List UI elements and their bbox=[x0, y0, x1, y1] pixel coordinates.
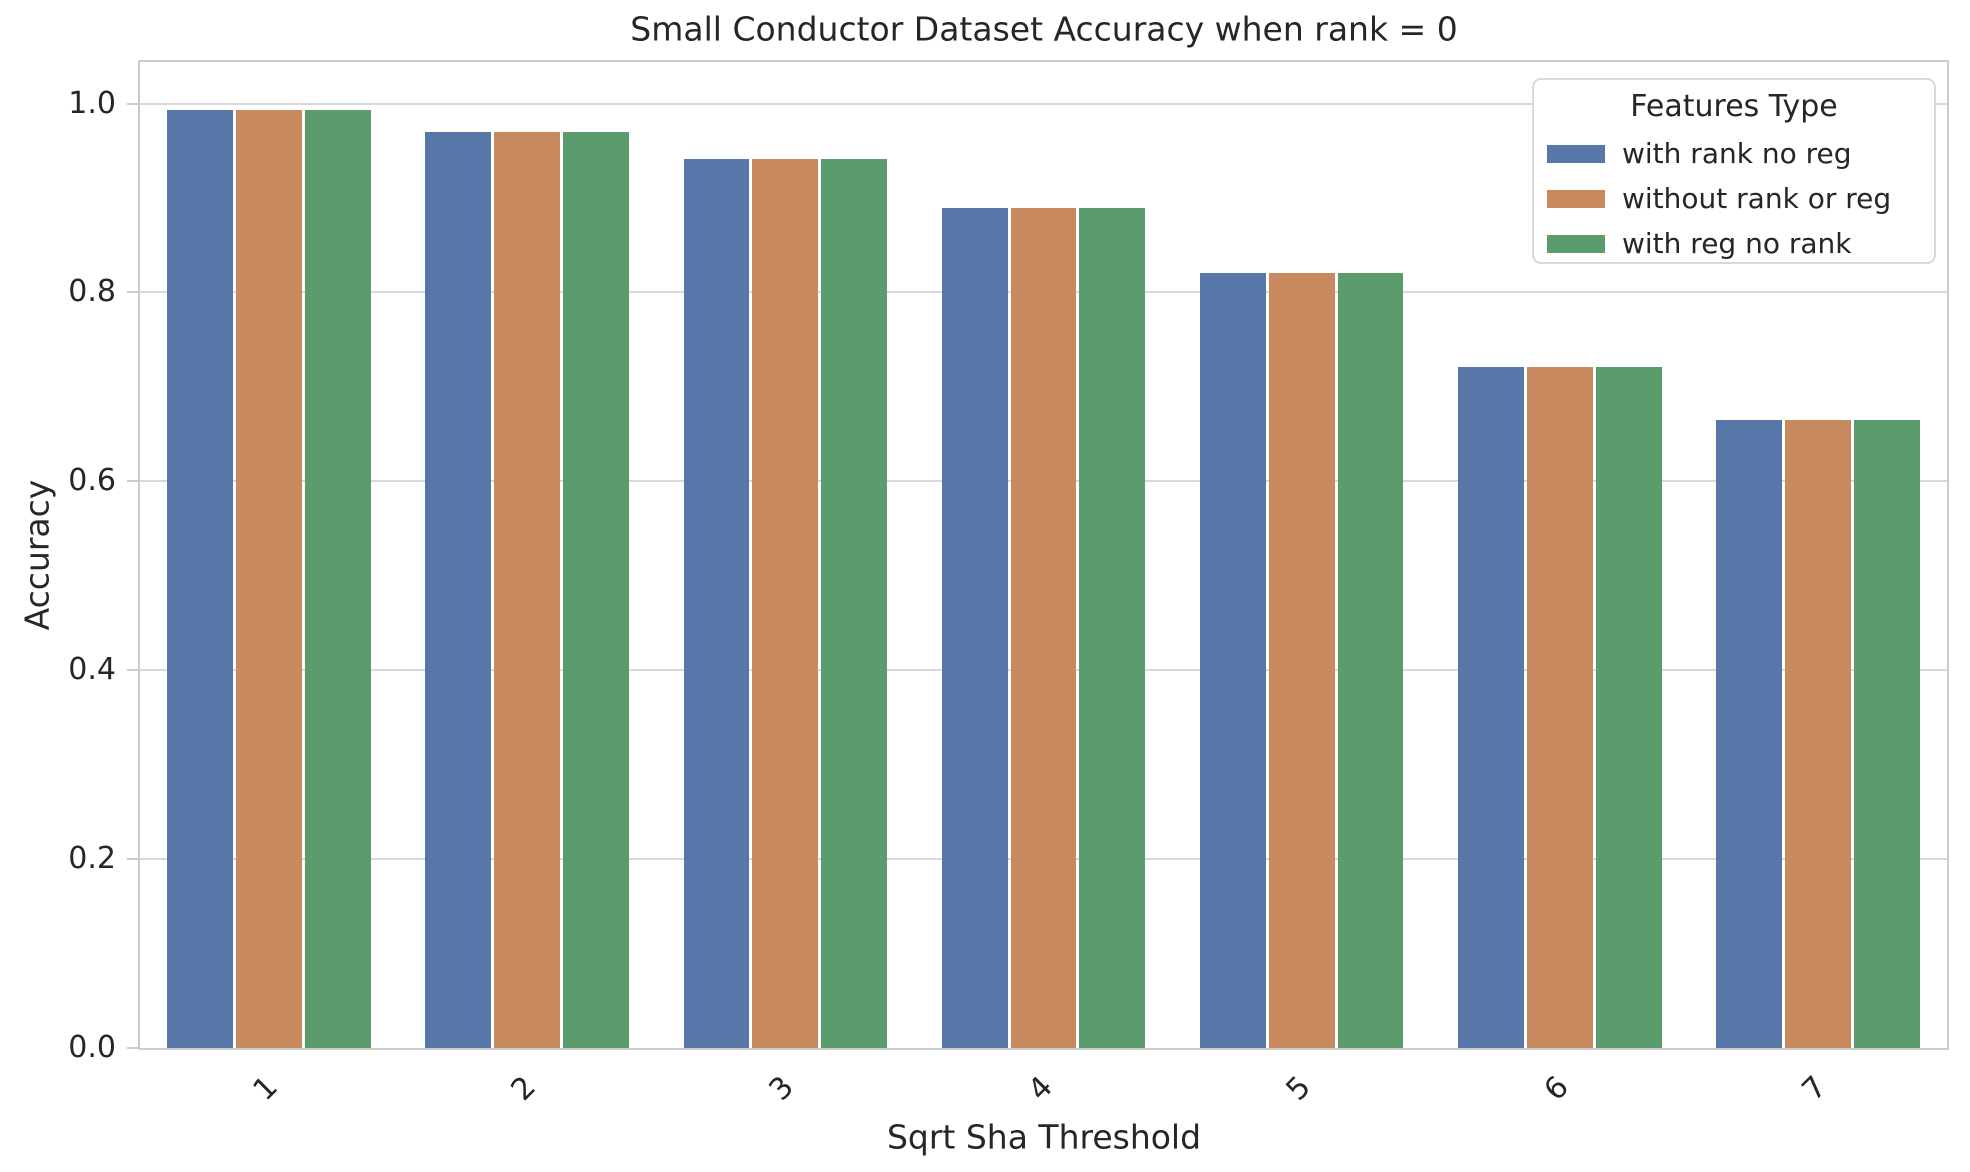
y-tick-mark-0.2 bbox=[127, 858, 138, 861]
legend-row-with-rank-no-reg: with rank no reg bbox=[1534, 131, 1934, 176]
bar-with-rank-no-reg-x7 bbox=[1716, 419, 1782, 1048]
y-tick-mark-0.8 bbox=[127, 291, 138, 294]
y-tick-label-0.4: 0.4 bbox=[68, 652, 116, 688]
x-tick-label-2: 2 bbox=[504, 1069, 543, 1108]
x-tick-label-5: 5 bbox=[1279, 1069, 1318, 1108]
bar-with-rank-no-reg-x1 bbox=[167, 110, 234, 1048]
y-tick-mark-0.0 bbox=[127, 1047, 138, 1049]
legend: Features Type with rank no reg without ra… bbox=[1532, 78, 1936, 264]
legend-swatch-icon bbox=[1547, 144, 1605, 163]
bar-with-rank-no-reg-x2 bbox=[425, 131, 492, 1048]
bar-with-reg-no-rank-x4 bbox=[1079, 208, 1146, 1048]
x-tick-label-3: 3 bbox=[762, 1069, 802, 1108]
y-tick-label-0.6: 0.6 bbox=[68, 463, 116, 499]
bar-with-rank-no-reg-x4 bbox=[941, 208, 1008, 1048]
y-tick-mark-1.0 bbox=[127, 102, 138, 105]
legend-row-with-reg-no-rank: with reg no rank bbox=[1534, 221, 1934, 266]
bar-with-rank-no-reg-x5 bbox=[1199, 272, 1266, 1048]
legend-swatch-icon bbox=[1547, 189, 1605, 208]
x-tick-label-4: 4 bbox=[1021, 1069, 1060, 1108]
bar-with-reg-no-rank-x5 bbox=[1337, 272, 1404, 1048]
bar-with-reg-no-rank-x2 bbox=[563, 131, 629, 1048]
legend-label: without rank or reg bbox=[1622, 182, 1892, 215]
bar-with-rank-no-reg-x6 bbox=[1458, 367, 1524, 1048]
bar-with-reg-no-rank-x6 bbox=[1595, 367, 1662, 1048]
y-tick-label-1.0: 1.0 bbox=[68, 85, 116, 121]
x-axis-label: Sqrt Sha Threshold bbox=[886, 1117, 1202, 1157]
x-tick-label-6: 6 bbox=[1537, 1069, 1576, 1108]
bar-with-reg-no-rank-x1 bbox=[304, 110, 371, 1048]
legend-label: with reg no rank bbox=[1622, 227, 1852, 260]
x-tick-label-7: 7 bbox=[1795, 1069, 1834, 1108]
legend-swatch-icon bbox=[1547, 234, 1605, 253]
legend-row-without-rank-or-reg: without rank or reg bbox=[1534, 176, 1934, 221]
y-tick-label-0.8: 0.8 bbox=[68, 274, 116, 310]
bar-without-rank-or-reg-x2 bbox=[494, 131, 561, 1048]
bar-with-rank-no-reg-x3 bbox=[683, 159, 750, 1048]
bar-without-rank-or-reg-x3 bbox=[752, 159, 819, 1048]
legend-items: with rank no reg without rank or reg with … bbox=[1534, 131, 1934, 266]
y-tick-label-0.2: 0.2 bbox=[68, 841, 116, 877]
legend-title: Features Type bbox=[1630, 89, 1838, 124]
y-tick-mark-0.4 bbox=[127, 669, 138, 672]
bar-with-reg-no-rank-x3 bbox=[821, 159, 888, 1048]
legend-label: with rank no reg bbox=[1622, 137, 1852, 170]
y-axis-label: Accuracy bbox=[17, 479, 57, 631]
gridline-y-1.0 bbox=[140, 102, 1947, 105]
bar-without-rank-or-reg-x6 bbox=[1526, 367, 1593, 1048]
bar-without-rank-or-reg-x5 bbox=[1268, 272, 1335, 1048]
chart-title: Small Conductor Dataset Accuracy when ra… bbox=[630, 9, 1458, 49]
bar-without-rank-or-reg-x7 bbox=[1785, 419, 1851, 1048]
x-tick-label-1: 1 bbox=[246, 1069, 285, 1108]
bar-without-rank-or-reg-x1 bbox=[236, 110, 302, 1048]
bar-with-reg-no-rank-x7 bbox=[1853, 419, 1920, 1048]
bar-without-rank-or-reg-x4 bbox=[1010, 208, 1077, 1048]
y-tick-label-0.0: 0.0 bbox=[68, 1030, 116, 1065]
y-tick-mark-0.6 bbox=[127, 480, 138, 483]
